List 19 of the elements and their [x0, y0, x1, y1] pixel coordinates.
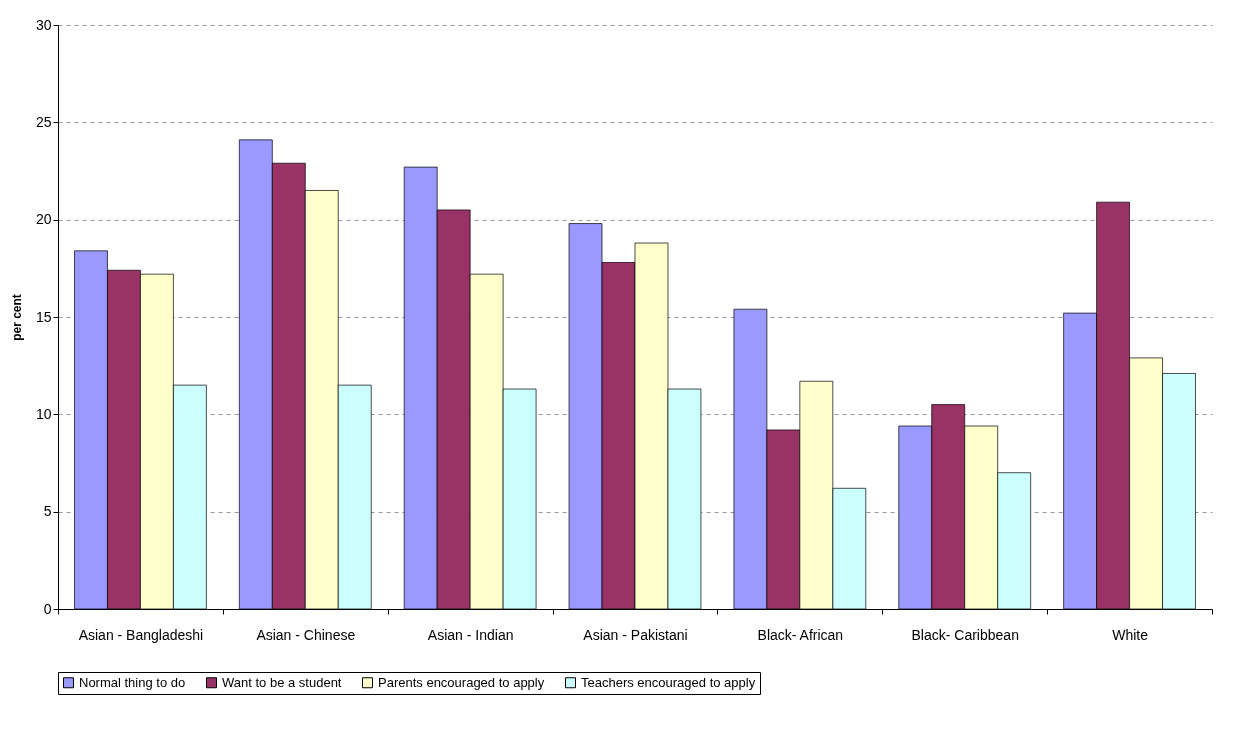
- x-tick-label: Asian - Bangladeshi: [78, 626, 204, 643]
- x-tick-label: Asian - Chinese: [256, 626, 356, 643]
- legend-label: Normal thing to do: [79, 674, 186, 690]
- legend-label: Parents encouraged to apply: [378, 674, 545, 690]
- x-tick-label: White: [1112, 626, 1149, 643]
- x-tick-label: Asian - Indian: [427, 626, 514, 643]
- y-tick-label: 30: [35, 16, 52, 33]
- x-tick-label: Black- Caribbean: [911, 626, 1019, 643]
- legend-label: Want to be a student: [222, 674, 342, 690]
- y-tick-label: 15: [35, 308, 52, 325]
- x-tick-label: Asian - Pakistani: [583, 626, 688, 643]
- legend-label: Teachers encouraged to apply: [581, 674, 756, 690]
- y-tick-label: 10: [35, 405, 52, 422]
- x-tick-label: Black- African: [757, 626, 844, 643]
- y-axis-title: per cent: [9, 294, 24, 341]
- y-tick-label: 5: [43, 503, 52, 520]
- y-tick-label: 0: [43, 600, 52, 617]
- y-tick-label: 20: [35, 211, 52, 228]
- y-tick-label: 25: [35, 113, 52, 130]
